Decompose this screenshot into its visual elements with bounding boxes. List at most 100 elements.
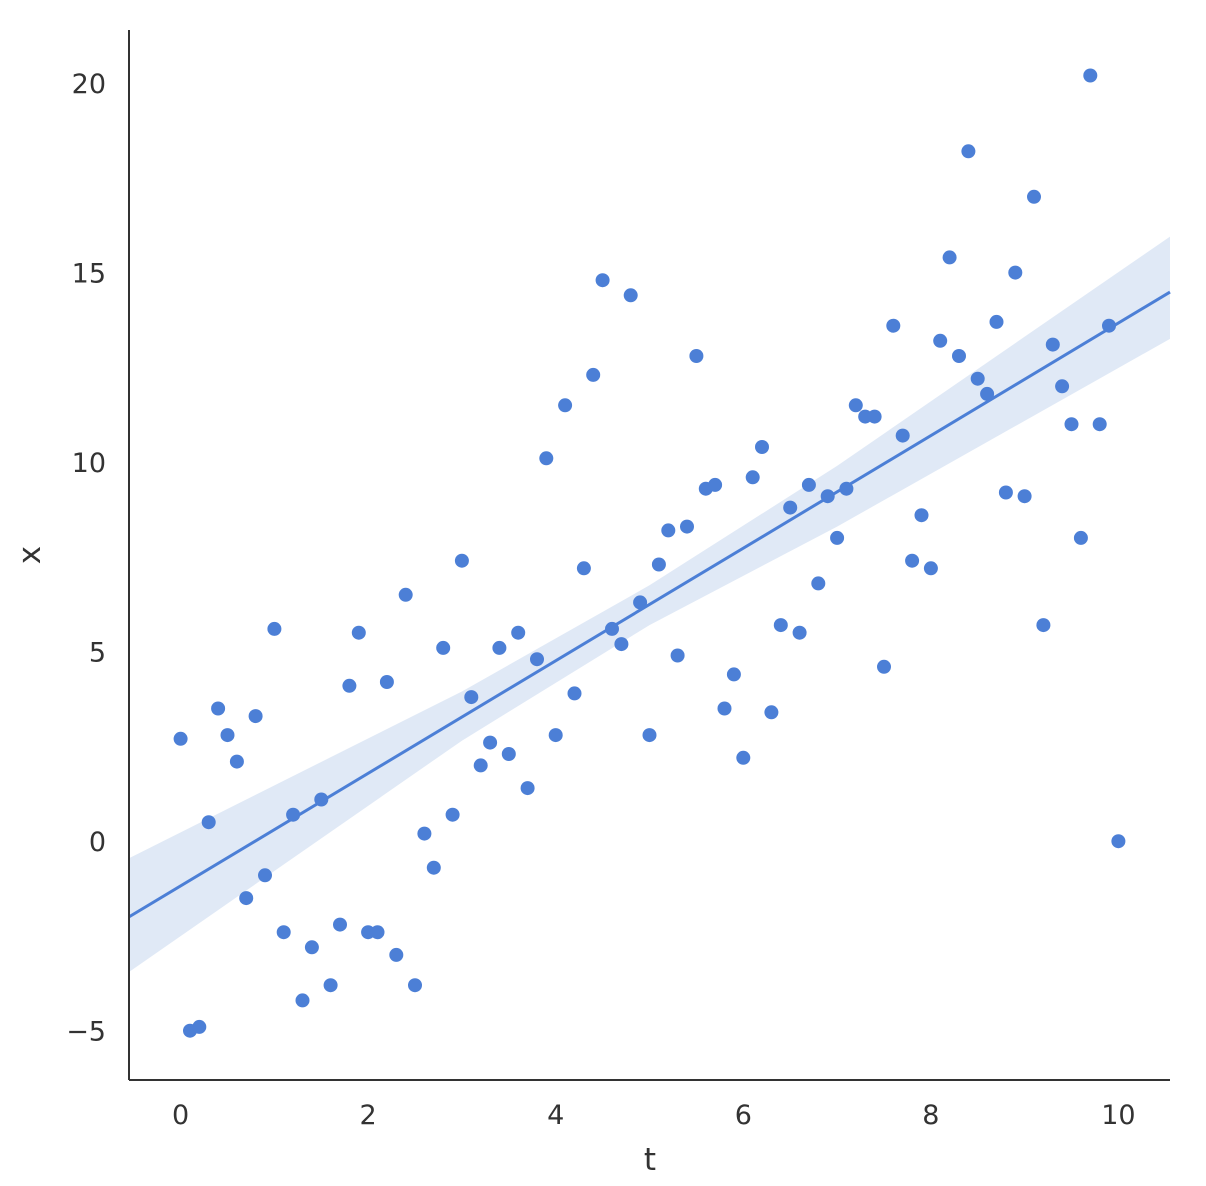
y-tick-label: −5 (66, 1017, 106, 1048)
scatter-point (1027, 189, 1041, 204)
scatter-point (501, 747, 516, 761)
y-tick-label: 15 (72, 259, 106, 290)
scatter-point (314, 792, 329, 807)
scatter-point (229, 754, 244, 769)
scatter-point (623, 288, 638, 303)
scatter-point (323, 978, 338, 993)
scatter-point (295, 993, 310, 1008)
scatter-point (192, 1019, 207, 1034)
scatter-point (942, 250, 957, 265)
scatter-point (473, 758, 488, 773)
scatter-point (1045, 337, 1060, 352)
scatter-point (830, 530, 845, 545)
scatter-point (342, 678, 357, 693)
y-axis-label: x (12, 546, 48, 564)
scatter-point (680, 519, 694, 534)
y-tick-label: 0 (89, 827, 106, 858)
scatter-point (1008, 265, 1023, 280)
scatter-point (464, 690, 479, 705)
scatter-point (408, 978, 422, 993)
scatter-point (839, 481, 854, 496)
scatter-point (717, 701, 732, 716)
scatter-point (764, 705, 779, 720)
scatter-point (1092, 417, 1107, 432)
scatter-point (1083, 68, 1098, 83)
scatter-point (970, 371, 985, 386)
scatter-point (211, 701, 226, 716)
y-tick-labels: −5 0 5 10 15 20 (66, 69, 106, 1048)
scatter-point (548, 728, 563, 743)
x-tick-label: 2 (360, 1100, 377, 1131)
scatter-point (567, 686, 582, 701)
scatter-point (426, 860, 441, 875)
scatter-point (670, 648, 685, 663)
scatter-point (783, 500, 798, 515)
scatter-point (173, 731, 188, 746)
scatter-point (389, 947, 404, 962)
scatter-point (914, 508, 929, 523)
scatter-point (379, 675, 394, 689)
scatter-point (961, 144, 976, 159)
x-tick-label: 10 (1101, 1100, 1135, 1131)
scatter-point (492, 640, 507, 655)
scatter-point (886, 318, 901, 333)
x-tick-labels: 0 2 4 6 8 10 (172, 1100, 1136, 1131)
scatter-point (811, 576, 826, 591)
scatter-point (651, 557, 666, 572)
regression-line-layer (128, 290, 1171, 919)
scatter-point (998, 485, 1013, 500)
scatter-point (877, 659, 891, 674)
scatter-point (895, 428, 910, 443)
scatter-point (1073, 530, 1088, 545)
scatter-points-layer (173, 68, 1126, 1038)
scatter-point (286, 807, 301, 822)
y-tick-label: 10 (72, 448, 106, 479)
scatter-point (351, 625, 366, 640)
scatter-point (576, 561, 591, 576)
y-tick-label: 5 (89, 638, 106, 669)
scatter-point (736, 750, 751, 765)
scatter-point (333, 917, 347, 932)
scatter-point (436, 640, 451, 655)
scatter-point (445, 807, 460, 822)
x-tick-label: 0 (172, 1100, 189, 1131)
x-tick-label: 4 (547, 1100, 564, 1131)
scatter-point (239, 891, 254, 906)
scatter-point (370, 925, 385, 940)
scatter-point (1111, 834, 1126, 849)
scatter-point (755, 440, 769, 454)
scatter-point (304, 940, 319, 955)
scatter-point (905, 553, 920, 568)
scatter-point (726, 667, 741, 682)
y-tick-label: 20 (72, 69, 106, 100)
scatter-point (454, 553, 469, 568)
scatter-point (1036, 618, 1051, 633)
scatter-point (633, 595, 648, 610)
scatter-point (595, 273, 610, 288)
scatter-point (989, 314, 1004, 329)
scatter-point (1064, 417, 1079, 432)
scatter-point (530, 652, 544, 667)
scatter-point (258, 868, 272, 883)
x-tick-label: 8 (922, 1100, 939, 1131)
scatter-point (848, 398, 863, 413)
scatter-point (820, 489, 835, 504)
scatter-point (511, 625, 526, 640)
scatter-point (1055, 379, 1070, 394)
scatter-point (745, 470, 760, 485)
x-axis-label: t (644, 1142, 656, 1178)
scatter-point (980, 386, 995, 401)
scatter-point (398, 587, 413, 602)
x-tick-label: 6 (735, 1100, 752, 1131)
scatter-point (923, 561, 938, 576)
scatter-point (933, 333, 948, 348)
scatter-point (276, 925, 291, 940)
scatter-point (689, 349, 704, 363)
scatter-point (661, 523, 676, 538)
scatter-point (952, 349, 966, 363)
scatter-point (539, 451, 554, 466)
scatter-point (483, 735, 498, 750)
scatter-point (267, 621, 282, 636)
scatter-point (417, 826, 432, 841)
scatter-point (220, 728, 235, 743)
